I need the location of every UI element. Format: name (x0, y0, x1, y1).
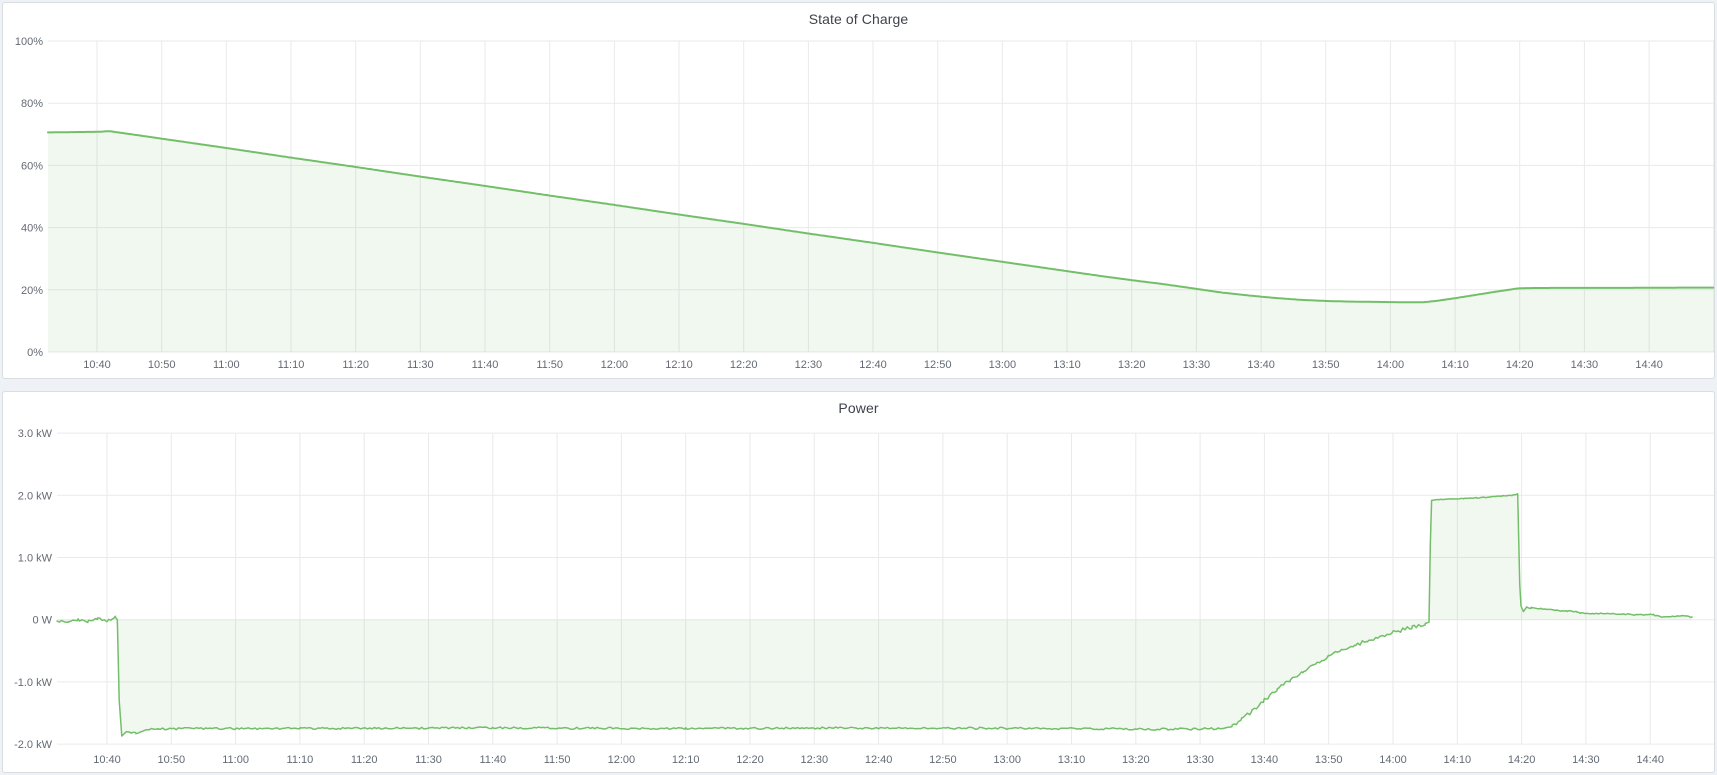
y-tick-label: 20% (21, 285, 43, 297)
x-tick-label: 13:20 (1118, 359, 1146, 371)
x-tick-label: 11:00 (222, 754, 249, 766)
x-tick-label: 11:00 (213, 359, 240, 371)
panel-state-of-charge: State of Charge 0% 20% 40% 60% 80% 100% 10:40 1… (2, 2, 1715, 379)
x-tick-label: 11:10 (278, 359, 305, 371)
x-tick-label: 13:30 (1183, 359, 1211, 371)
x-tick-label: 11:40 (479, 754, 506, 766)
x-tick-label: 14:20 (1508, 754, 1536, 766)
x-tick-label: 12:50 (924, 359, 952, 371)
state-of-charge-chart[interactable]: 0% 20% 40% 60% 80% 100% 10:40 10:50 11:00 11:10 11… (3, 3, 1714, 378)
x-tick-label: 11:20 (351, 754, 378, 766)
x-tick-label: 13:30 (1186, 754, 1214, 766)
x-tick-label: 14:00 (1377, 359, 1405, 371)
x-tick-label: 13:50 (1315, 754, 1343, 766)
x-tick-label: 13:20 (1122, 754, 1150, 766)
panel-title-power[interactable]: Power (838, 400, 879, 416)
y-tick-label: 100% (15, 36, 43, 48)
y-tick-label: 0 W (32, 615, 52, 627)
panel-power: Power -2.0 kW -1.0 kW 0 W 1.0 kW 2.0 kW 3.0 k… (2, 391, 1715, 773)
x-tick-label: 14:00 (1379, 754, 1407, 766)
y-tick-label: 40% (21, 223, 43, 235)
x-tick-label: 12:20 (730, 359, 758, 371)
x-tick-label: 10:40 (83, 359, 111, 371)
x-tick-label: 13:10 (1058, 754, 1086, 766)
x-tick-label: 11:50 (536, 359, 563, 371)
x-tick-label: 14:30 (1571, 359, 1599, 371)
x-tick-label: 10:50 (148, 359, 176, 371)
y-tick-label: 2.0 kW (18, 490, 53, 502)
x-tick-label: 14:10 (1444, 754, 1472, 766)
x-tick-label: 10:40 (93, 754, 121, 766)
x-tick-label: 12:00 (601, 359, 629, 371)
y-tick-label: -1.0 kW (14, 677, 53, 689)
x-tick-label: 13:40 (1247, 359, 1275, 371)
x-tick-label: 12:50 (929, 754, 957, 766)
x-tick-label: 11:10 (287, 754, 314, 766)
x-tick-label: 13:10 (1053, 359, 1081, 371)
x-tick-label: 12:30 (795, 359, 823, 371)
x-tick-label: 13:00 (993, 754, 1021, 766)
x-tick-label: 12:20 (736, 754, 764, 766)
x-tick-label: 14:20 (1506, 359, 1534, 371)
x-tick-label: 12:00 (608, 754, 636, 766)
x-tick-label: 10:50 (158, 754, 186, 766)
series-fill (57, 493, 1692, 736)
x-tick-label: 12:30 (801, 754, 829, 766)
series-line (47, 130, 1714, 304)
series-fill (48, 131, 1714, 352)
power-chart[interactable]: -2.0 kW -1.0 kW 0 W 1.0 kW 2.0 kW 3.0 kW 10:40… (3, 392, 1714, 772)
y-tick-label: 3.0 kW (18, 428, 53, 440)
x-tick-label: 11:50 (544, 754, 571, 766)
x-tick-label: 13:50 (1312, 359, 1340, 371)
x-tick-label: 13:40 (1251, 754, 1279, 766)
y-tick-label: -2.0 kW (14, 739, 53, 751)
series-line (56, 493, 1693, 737)
x-tick-label: 12:40 (859, 359, 887, 371)
x-tick-label: 11:30 (407, 359, 434, 371)
panel-title-state-of-charge[interactable]: State of Charge (808, 11, 909, 27)
x-tick-label: 14:40 (1635, 359, 1663, 371)
x-tick-label: 11:30 (415, 754, 442, 766)
x-tick-label: 11:20 (342, 359, 369, 371)
y-tick-label: 80% (21, 98, 43, 110)
x-tick-label: 14:30 (1572, 754, 1600, 766)
x-tick-label: 14:10 (1441, 359, 1469, 371)
x-tick-label: 11:40 (472, 359, 499, 371)
y-tick-label: 0% (27, 347, 43, 359)
x-tick-label: 12:40 (865, 754, 893, 766)
x-tick-label: 13:00 (989, 359, 1017, 371)
y-tick-label: 1.0 kW (18, 553, 53, 565)
x-tick-label: 14:40 (1636, 754, 1664, 766)
x-tick-label: 12:10 (672, 754, 700, 766)
y-tick-label: 60% (21, 160, 43, 172)
x-tick-label: 12:10 (665, 359, 693, 371)
